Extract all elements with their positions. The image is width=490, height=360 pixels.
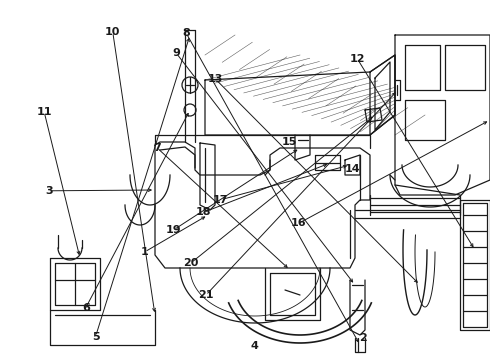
Text: 8: 8: [182, 28, 190, 38]
Text: 15: 15: [281, 137, 297, 147]
Text: 18: 18: [196, 207, 211, 217]
Text: 5: 5: [92, 332, 99, 342]
Text: 19: 19: [166, 225, 182, 235]
Text: 9: 9: [172, 48, 180, 58]
Text: 3: 3: [45, 186, 53, 196]
Text: 20: 20: [183, 258, 199, 268]
Text: 6: 6: [82, 303, 90, 313]
Text: 10: 10: [105, 27, 121, 37]
Text: 4: 4: [251, 341, 259, 351]
Text: 7: 7: [153, 143, 161, 153]
Text: 13: 13: [208, 74, 223, 84]
Text: 14: 14: [345, 164, 361, 174]
Text: 12: 12: [350, 54, 366, 64]
Text: 17: 17: [213, 195, 228, 205]
Text: 1: 1: [141, 247, 148, 257]
Text: 11: 11: [36, 107, 52, 117]
Text: 21: 21: [198, 290, 214, 300]
Text: 2: 2: [359, 333, 367, 343]
Text: 16: 16: [291, 218, 307, 228]
